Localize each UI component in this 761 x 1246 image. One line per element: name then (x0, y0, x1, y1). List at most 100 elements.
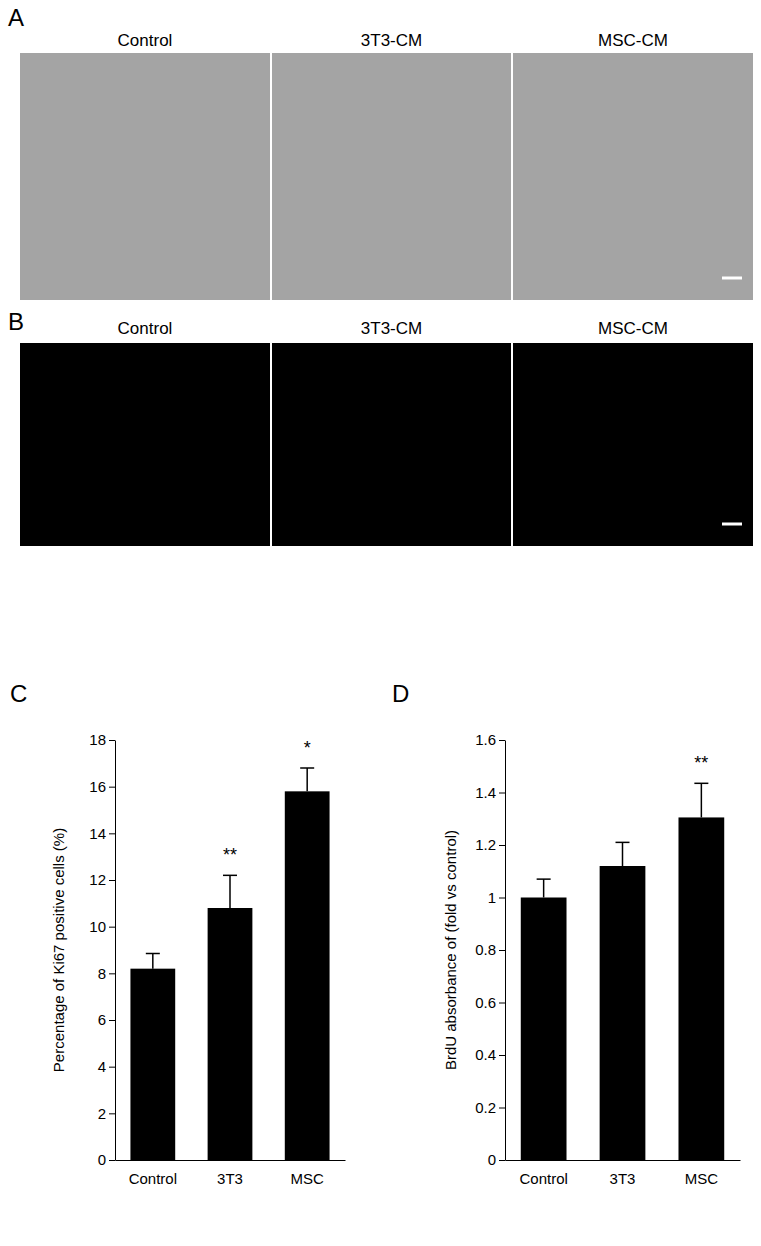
error-bar (537, 879, 551, 897)
tick-mark (109, 740, 115, 741)
tick-mark (109, 787, 115, 788)
plot-area (521, 783, 724, 1160)
error-bar (300, 768, 314, 791)
tick-label: 1 (488, 889, 496, 906)
x-axis: Control 3T3 MSC (116, 1160, 346, 1187)
tick-mark (109, 1113, 115, 1114)
tick-label: 1.6 (475, 731, 496, 748)
tick-mark (499, 845, 505, 846)
tick-label: Control (519, 1170, 567, 1187)
tick: 0.4 (475, 1046, 505, 1063)
tick-label: 12 (89, 871, 106, 888)
tick-label: 4 (98, 1058, 106, 1075)
tick-mark (499, 793, 505, 794)
error-bar (694, 783, 708, 817)
axis-line (505, 741, 506, 1161)
error-stem (543, 879, 545, 897)
tick: MSC (291, 1160, 325, 1187)
tick-mark (499, 1055, 505, 1056)
tick: 12 (89, 871, 115, 888)
tick-label: 10 (89, 918, 106, 935)
tick-label: 0 (488, 1151, 496, 1168)
error-cap (146, 953, 160, 955)
error-stem (229, 875, 231, 908)
error-bar (223, 875, 237, 908)
tick: 0.6 (475, 994, 505, 1011)
image-caption: 3T3-CM (361, 319, 422, 338)
plot-area (130, 768, 329, 1160)
significance-label: ** (223, 845, 237, 865)
scale-bar (722, 523, 742, 526)
image-caption: MSC-CM (598, 319, 668, 338)
bar (130, 969, 175, 1160)
panel-label: D (392, 680, 409, 707)
tick: 14 (89, 825, 115, 842)
micrograph (513, 343, 753, 546)
tick: 1.4 (475, 784, 505, 801)
tick: 3T3 (217, 1160, 243, 1187)
y-axis-title: BrdU absorbance of (fold vs control) (442, 830, 459, 1070)
x-axis: Control 3T3 MSC (506, 1160, 741, 1187)
tick-label: 18 (89, 731, 106, 748)
tick-label: 0.4 (475, 1046, 496, 1063)
image-caption: Control (118, 319, 173, 338)
tick-mark (109, 833, 115, 834)
tick-mark (499, 950, 505, 951)
significance-label: * (304, 738, 311, 758)
tick: 4 (98, 1058, 115, 1075)
image-panel: BControl3T3-CMMSC-CM (8, 308, 753, 546)
tick: Control (519, 1160, 567, 1187)
y-axis: 0 2 4 6 8 10 12 14 16 18 (89, 731, 115, 1168)
figure: AControl3T3-CMMSC-CMBControl3T3-CMMSC-CM… (0, 0, 761, 1246)
tick-mark (499, 1108, 505, 1109)
image-caption: Control (118, 31, 173, 50)
bar (600, 866, 646, 1160)
tick: 8 (98, 965, 115, 982)
tick-label: 0 (98, 1151, 106, 1168)
error-cap (223, 875, 237, 877)
error-stem (701, 783, 703, 817)
tick-label: 8 (98, 965, 106, 982)
bar (521, 898, 567, 1161)
micrograph (272, 343, 511, 546)
significance-label: ** (694, 753, 708, 773)
micrograph (20, 53, 270, 300)
panel-label: C (10, 680, 27, 707)
panel-label: A (8, 4, 24, 31)
tick: 6 (98, 1011, 115, 1028)
y-axis: 0 0.2 0.4 0.6 0.8 1 1.2 1.4 1.6 (475, 731, 505, 1168)
scale-bar (722, 277, 742, 280)
tick-mark (109, 1160, 115, 1161)
tick-label: 0.2 (475, 1099, 496, 1116)
error-stem (622, 842, 624, 866)
bar-chart: 0 0.2 0.4 0.6 0.8 1 1.2 1.4 1.6 Control 3T3 MSC ** D B… (392, 680, 741, 1187)
tick-label: 0.8 (475, 941, 496, 958)
tick: 0.8 (475, 941, 505, 958)
tick-mark (109, 927, 115, 928)
tick: 1 (488, 889, 505, 906)
bar-chart: 024681012141618Control3T3MSC***CPercenta… (10, 680, 346, 1187)
tick: 16 (89, 778, 115, 795)
tick-label: 0.6 (475, 994, 496, 1011)
tick: MSC (685, 1160, 719, 1187)
tick-mark (109, 973, 115, 974)
tick: 0 (98, 1151, 115, 1168)
tick: 0.2 (475, 1099, 505, 1116)
tick-label: MSC (291, 1170, 325, 1187)
error-cap (300, 767, 314, 769)
tick: Control (129, 1160, 177, 1187)
tick: 3T3 (610, 1160, 636, 1187)
error-bar (146, 954, 160, 969)
axis-line (506, 1160, 741, 1161)
error-stem (306, 768, 308, 791)
bar (208, 908, 253, 1160)
tick-label: 2 (98, 1105, 106, 1122)
y-axis-title: Percentage of Ki67 positive cells (%) (50, 828, 67, 1072)
tick-label: 14 (89, 825, 106, 842)
tick-label: 3T3 (217, 1170, 243, 1187)
tick: 10 (89, 918, 115, 935)
tick-mark (109, 1067, 115, 1068)
tick: 1.2 (475, 836, 505, 853)
image-caption: MSC-CM (598, 31, 668, 50)
error-stem (152, 954, 154, 969)
